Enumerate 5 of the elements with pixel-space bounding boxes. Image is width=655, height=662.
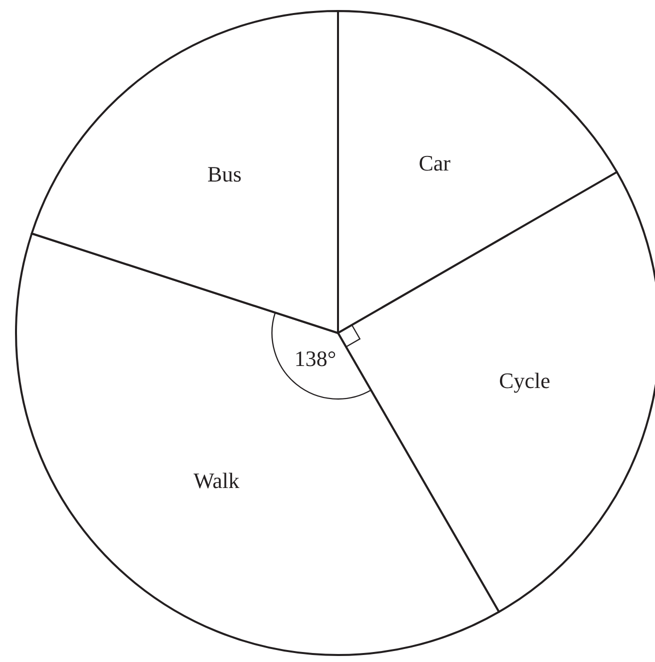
slice-label: Car: [418, 150, 452, 176]
slice-label: Bus: [207, 162, 242, 187]
slice-label: Cycle: [498, 368, 550, 394]
slice-label: Walk: [193, 468, 240, 494]
text: 138°: [294, 346, 336, 372]
